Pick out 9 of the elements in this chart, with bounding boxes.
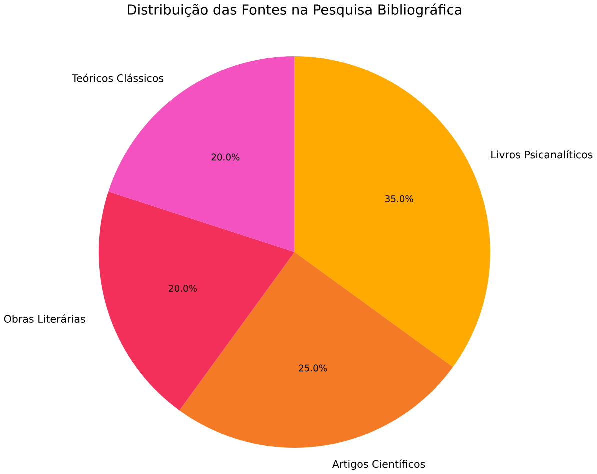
data-label: 25.0%: [299, 364, 328, 372]
data-label: 35.0%: [386, 196, 414, 202]
data-label: 20.0%: [212, 154, 240, 161]
slice-label: Teóricos Clássicos: [72, 74, 164, 82]
slice-label: Livros Psicanalíticos: [492, 150, 593, 159]
slice-label: Artigos Científicos: [332, 460, 426, 470]
data-label: 20.0%: [169, 285, 198, 292]
slice-label: Obras Literárias: [4, 314, 86, 324]
chart-title: Distribuição das Fontes na Pesquisa Bibliográfica: [128, 4, 462, 18]
